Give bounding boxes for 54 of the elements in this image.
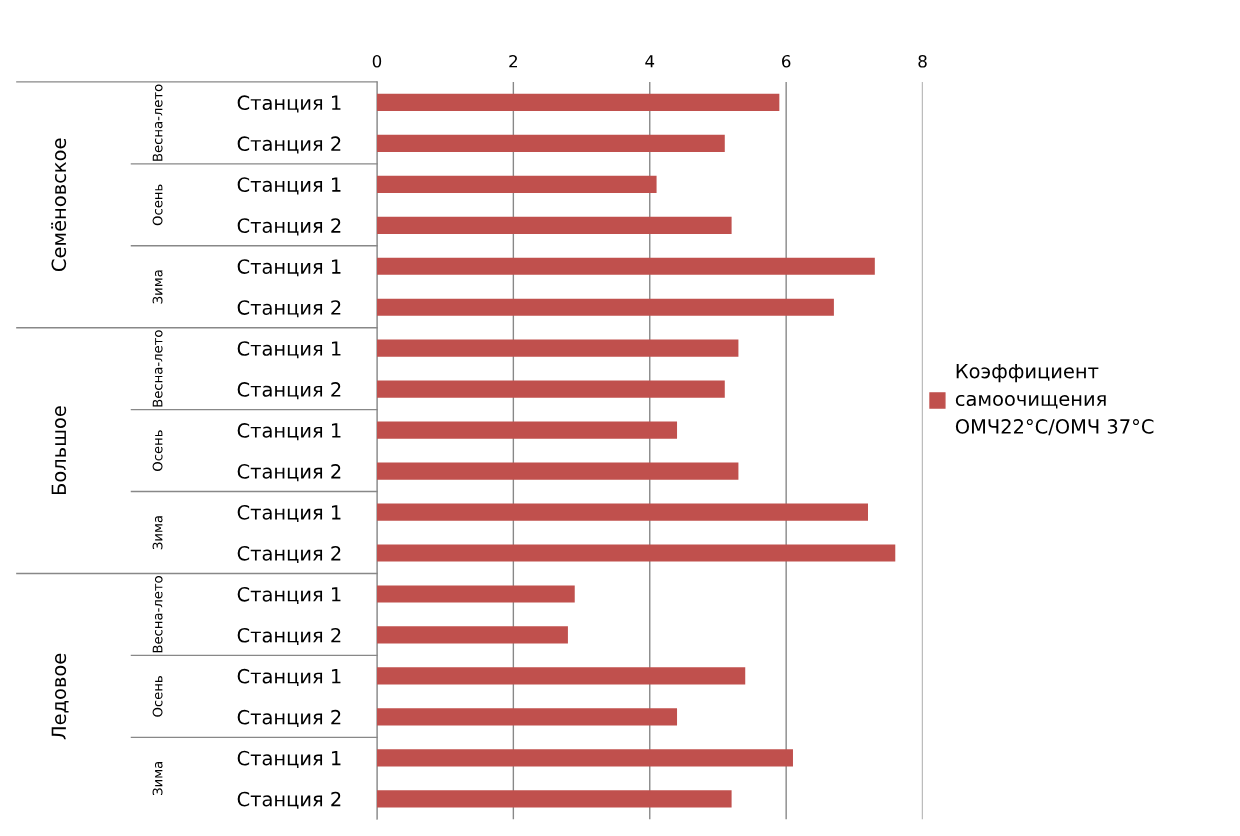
y-tick-label: Станция 2 — [237, 791, 341, 809]
bar — [376, 585, 575, 603]
x-tick-label: 6 — [782, 54, 791, 68]
x-tick-label: 8 — [918, 54, 927, 68]
bar — [376, 749, 793, 767]
text: Большое — [51, 406, 67, 495]
bar — [376, 708, 678, 726]
bar — [376, 339, 739, 357]
bar — [376, 790, 732, 808]
x-tick-label: 0 — [372, 54, 382, 68]
bar — [376, 257, 875, 275]
bar — [376, 134, 725, 152]
bar — [376, 544, 896, 562]
bar — [376, 462, 739, 480]
text: Весна-лето — [152, 84, 163, 161]
y-tick-label: Станция 1 — [237, 177, 341, 195]
y-tick-label: Станция 2 — [237, 464, 341, 482]
text: Семёновское — [51, 138, 67, 271]
text: Осень — [152, 430, 163, 471]
y-tick-label: Станция 2 — [237, 545, 341, 564]
x-tick-label: 4 — [645, 55, 655, 68]
text: Весна-лето — [152, 576, 163, 653]
text: Зима — [152, 761, 163, 795]
bar — [376, 667, 746, 685]
bar — [376, 503, 868, 521]
text: Зима — [152, 270, 163, 304]
text: Осень — [152, 676, 163, 717]
y-tick-label: Станция 1 — [237, 750, 341, 768]
bar — [376, 626, 568, 644]
y-tick-label: Станция 2 — [237, 382, 341, 400]
y-tick-label: Станция 1 — [237, 423, 341, 441]
y-tick-label: Станция 2 — [237, 709, 341, 727]
y-tick-label: Станция 2 — [237, 136, 341, 154]
text: Зима — [152, 516, 163, 550]
bar — [376, 93, 780, 112]
y-tick-label: Станция 1 — [237, 259, 341, 277]
x-tick-label: 2 — [509, 54, 517, 68]
text: Весна-лето — [152, 330, 163, 407]
y-tick-label: Станция 2 — [237, 218, 341, 236]
bar — [376, 298, 834, 316]
y-tick-label: Станция 2 — [237, 627, 341, 646]
bar — [376, 380, 725, 398]
y-tick-label: Станция 1 — [237, 341, 341, 359]
y-tick-label: Станция 1 — [237, 586, 341, 605]
bar — [376, 175, 657, 193]
text: Осень — [152, 184, 163, 226]
legend-label: Коэффициент самоочищения ОМЧ22°C/ОМЧ 37°C — [955, 363, 1154, 436]
bar — [376, 421, 678, 439]
y-tick-label: Станция 1 — [237, 505, 341, 523]
bar — [376, 216, 732, 234]
y-tick-label: Станция 1 — [237, 95, 341, 113]
text: Ледовое — [51, 653, 69, 740]
y-tick-label: Станция 2 — [237, 300, 341, 318]
y-tick-label: Станция 1 — [237, 668, 341, 686]
